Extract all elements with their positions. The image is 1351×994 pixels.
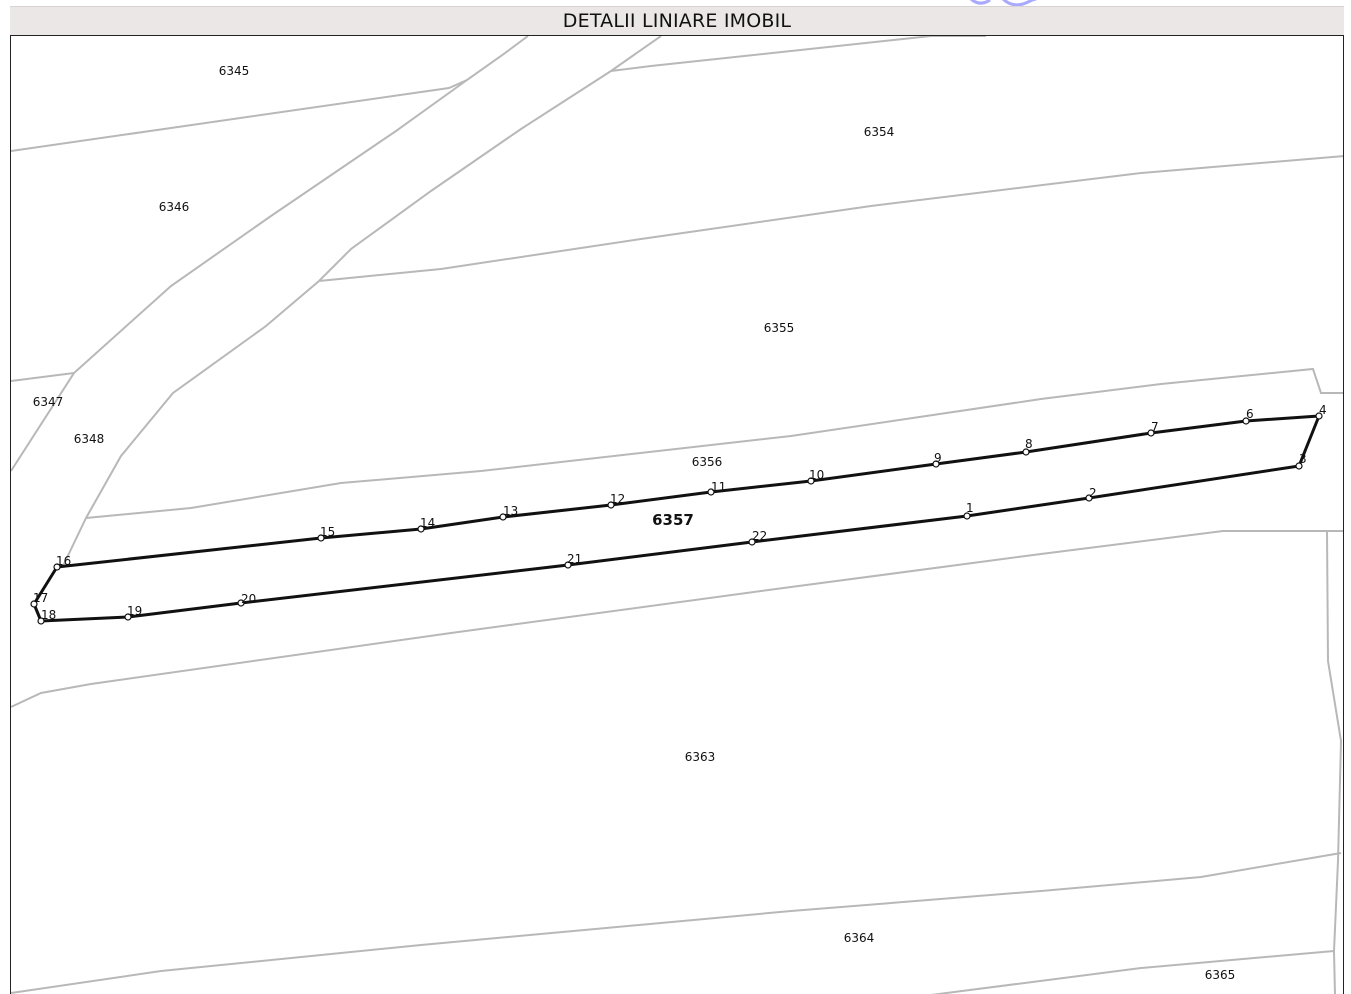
vertex-point [963, 512, 971, 520]
parcel-label: 6365 [1205, 968, 1236, 982]
parcel-boundary-line [930, 950, 1335, 994]
vertex-label: 21 [567, 552, 582, 566]
parcel-boundary-line [318, 155, 1343, 282]
parcel-label: 6364 [844, 931, 875, 945]
parcel-boundary-line [62, 36, 662, 567]
parcel-label: 6348 [74, 432, 105, 446]
neighbour-boundaries [11, 36, 1343, 994]
vertex-label: 11 [711, 480, 726, 494]
vertex-point [1242, 417, 1250, 425]
vertex-point [1147, 429, 1155, 437]
vertex-label: 8 [1025, 437, 1033, 451]
vertex-label: 18 [41, 608, 56, 622]
parcel-boundary-line [11, 372, 75, 382]
vertex-point [124, 613, 132, 621]
vertex-point [1295, 462, 1303, 470]
page-title: DETALII LINIARE IMOBIL [562, 10, 792, 32]
vertex-point [1085, 494, 1093, 502]
parcel-boundary-line [11, 530, 1343, 708]
vertex-point [564, 561, 572, 569]
vertex-label: 19 [127, 604, 142, 618]
boundary-vertices [30, 412, 1323, 625]
vertex-point [417, 525, 425, 533]
watermark-logo [960, 0, 1060, 14]
parcel-label: 6363 [685, 750, 716, 764]
vertex-label: 14 [420, 516, 435, 530]
vertex-label: 10 [809, 468, 824, 482]
vertex-label: 6 [1246, 407, 1254, 421]
parcel-boundary-line [1326, 530, 1343, 994]
parcel-boundary-line [11, 852, 1342, 994]
vertex-point [317, 534, 325, 542]
parcel-boundary-line [11, 36, 529, 152]
header-bar: DETALII LINIARE IMOBIL [10, 6, 1344, 35]
map-canvas: 1 2 3 4 6 7 8 9 10 11 12 13 14 15 16 17 … [11, 36, 1343, 994]
subject-parcel-label: 6357 [652, 511, 694, 529]
vertex-point [932, 460, 940, 468]
parcel-label: 6356 [692, 455, 723, 469]
vertex-label: 2 [1089, 486, 1097, 500]
cadastral-map: 1 2 3 4 6 7 8 9 10 11 12 13 14 15 16 17 … [10, 35, 1344, 994]
parcel-label: 6354 [864, 125, 895, 139]
parcel-labels: 6345 6346 6347 6348 6354 6355 6356 6363 … [33, 64, 1236, 982]
vertex-label: 9 [934, 451, 942, 465]
parcel-boundary-line [610, 36, 986, 72]
vertex-labels: 1 2 3 4 6 7 8 9 10 11 12 13 14 15 16 17 … [33, 403, 1327, 622]
vertex-label: 20 [241, 592, 256, 606]
vertex-point [807, 477, 815, 485]
parcel-boundary-line [11, 79, 468, 472]
vertex-point [30, 600, 38, 608]
vertex-label: 1 [966, 501, 974, 515]
vertex-point [1022, 448, 1030, 456]
vertex-label: 16 [56, 554, 71, 568]
subject-parcel-boundary [32, 414, 1321, 623]
vertex-label: 15 [320, 525, 335, 539]
vertex-point [237, 599, 245, 607]
parcel-label: 6347 [33, 395, 64, 409]
vertex-label: 22 [752, 529, 767, 543]
vertex-point [1315, 412, 1323, 420]
vertex-label: 7 [1151, 420, 1159, 434]
vertex-label: 3 [1299, 452, 1307, 466]
vertex-label: 13 [503, 504, 518, 518]
parcel-boundary-line [85, 367, 1343, 519]
vertex-point [607, 501, 615, 509]
vertex-label: 4 [1319, 403, 1327, 417]
parcel-label: 6355 [764, 321, 795, 335]
vertex-point [707, 488, 715, 496]
vertex-point [499, 513, 507, 521]
vertex-label: 17 [33, 591, 48, 605]
parcel-label: 6345 [219, 64, 250, 78]
vertex-point [53, 563, 61, 571]
parcel-label: 6346 [159, 200, 190, 214]
vertex-point [748, 538, 756, 546]
vertex-point [37, 617, 45, 625]
vertex-label: 12 [610, 492, 625, 506]
